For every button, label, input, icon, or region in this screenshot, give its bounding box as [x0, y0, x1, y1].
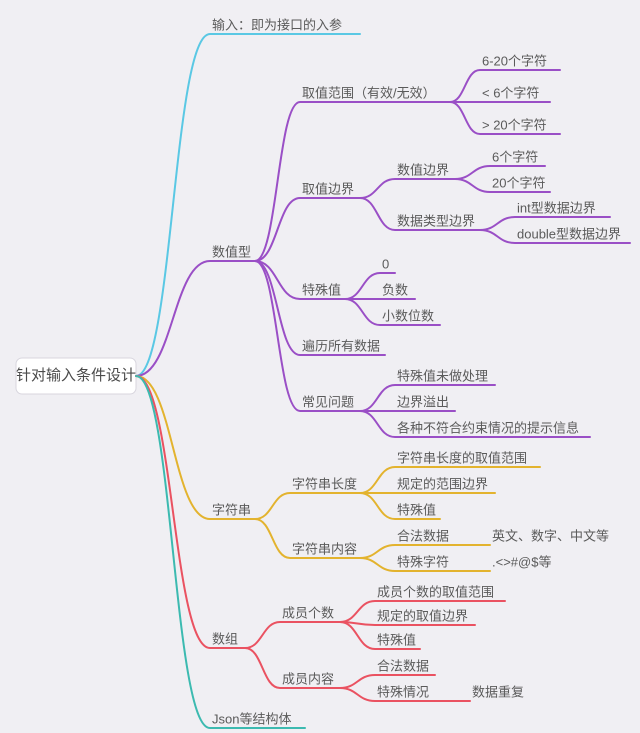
node-sp_0: 0 — [382, 256, 389, 271]
node-str_content: 字符串内容 — [292, 541, 357, 556]
node-range_gt20: > 20个字符 — [482, 117, 547, 132]
node-acn_special: 特殊情况 — [377, 684, 429, 699]
node-ac_bound: 规定的取值边界 — [377, 608, 468, 623]
node-val_bound: 数值边界 — [397, 162, 449, 177]
node-sc_valid_ex: 英文、数字、中文等 — [492, 528, 609, 543]
node-sl_bound: 规定的范围边界 — [397, 476, 488, 491]
node-acn_dup: 数据重复 — [472, 684, 524, 699]
node-sp_neg: 负数 — [382, 282, 408, 297]
node-string_type: 字符串 — [212, 502, 251, 517]
node-sc_special: 特殊字符 — [397, 554, 449, 569]
node-boundary: 取值边界 — [302, 181, 354, 196]
mindmap-canvas: 针对输入条件设计 输入：即为接口的入参数值型 取值范围（有效/无效） 6-20个字符 <… — [0, 0, 640, 733]
node-vb_20: 20个字符 — [492, 175, 545, 190]
node-traverse: 遍历所有数据 — [302, 338, 380, 353]
node-ac_special: 特殊值 — [377, 632, 416, 647]
node-common: 常见问题 — [302, 394, 354, 409]
node-input_param: 输入：即为接口的入参 — [212, 17, 342, 32]
node-str_len: 字符串长度 — [292, 476, 357, 491]
root-label: 针对输入条件设计 — [16, 367, 136, 384]
node-range_lt6: < 6个字符 — [482, 85, 539, 100]
node-special: 特殊值 — [302, 282, 341, 297]
node-json_type: Json等结构体 — [212, 711, 291, 726]
node-range_6_20: 6-20个字符 — [482, 53, 547, 68]
node-sc_special_ex: .<>#@$等 — [492, 554, 551, 569]
node-cm_overflow: 边界溢出 — [397, 394, 449, 409]
node-arr_content: 成员内容 — [282, 671, 334, 686]
node-range: 取值范围（有效/无效） — [302, 85, 436, 100]
node-sc_valid: 合法数据 — [397, 528, 449, 543]
node-ac_range: 成员个数的取值范围 — [377, 584, 494, 599]
node-sl_range: 字符串长度的取值范围 — [397, 450, 527, 465]
node-tb_int: int型数据边界 — [517, 200, 596, 215]
node-cm_unhandled: 特殊值未做处理 — [397, 368, 488, 383]
node-sp_dec: 小数位数 — [382, 308, 434, 323]
node-type_bound: 数据类型边界 — [397, 213, 475, 228]
branch-str_len — [255, 493, 360, 519]
branch-val_bound — [360, 179, 455, 198]
node-arr_count: 成员个数 — [282, 605, 334, 620]
branch-num_type — [136, 261, 255, 376]
node-cm_msg: 各种不符合约束情况的提示信息 — [397, 420, 579, 435]
node-acn_valid: 合法数据 — [377, 658, 429, 673]
branch-string_type — [136, 376, 255, 519]
node-num_type: 数值型 — [212, 244, 251, 259]
node-sl_special: 特殊值 — [397, 502, 436, 517]
node-array_type: 数组 — [212, 631, 238, 646]
branch-arr_count — [245, 622, 340, 648]
node-tb_double: double型数据边界 — [517, 226, 621, 241]
node-vb_6: 6个字符 — [492, 149, 538, 164]
